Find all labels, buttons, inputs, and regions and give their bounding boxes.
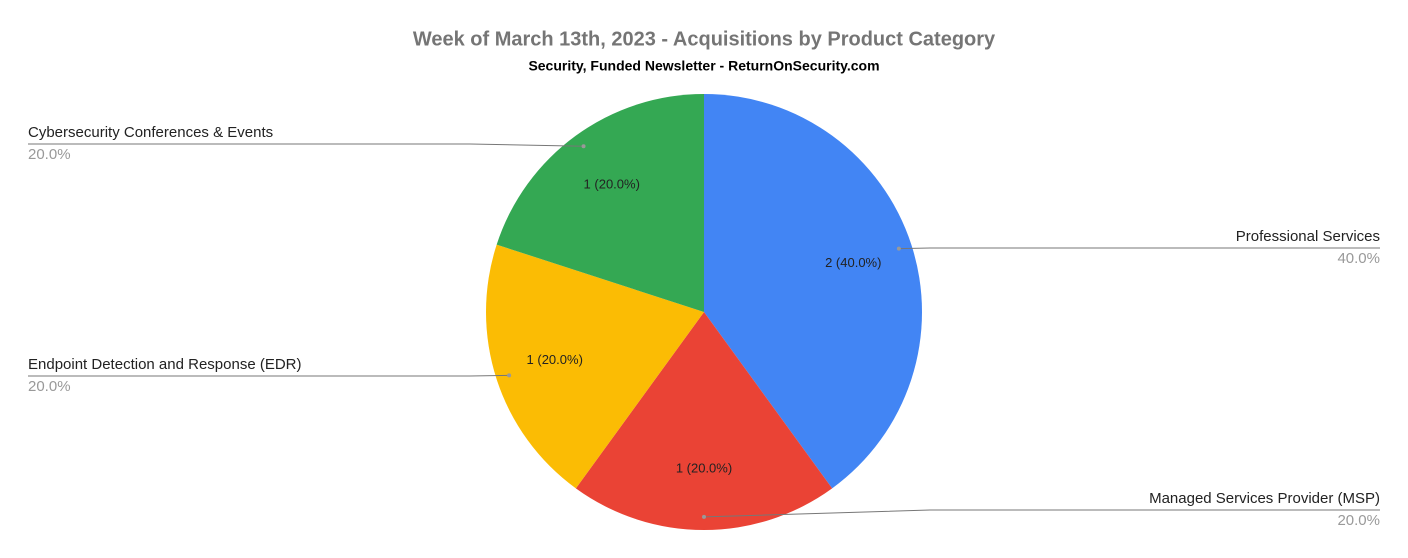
legend-label: Professional Services [1236, 228, 1380, 245]
chart-title: Week of March 13th, 2023 - Acquisitions … [413, 28, 996, 50]
percent-label: 40.0% [1337, 250, 1380, 267]
pie-slice [485, 244, 704, 489]
slice-label: 1 (20.0%) [584, 176, 640, 191]
pie-slice [575, 312, 833, 531]
leader-line [28, 143, 584, 147]
slice-label: 1 (20.0%) [527, 352, 583, 367]
percent-label: 20.0% [28, 378, 71, 395]
pie-slice [704, 94, 922, 489]
legend-label: Managed Services Provider (MSP) [1149, 490, 1380, 507]
leader-line [898, 247, 1380, 250]
leader-dot [581, 144, 586, 149]
percent-label: 20.0% [1337, 512, 1380, 529]
leader-dot [702, 514, 706, 519]
slice-label: 1 (20.0%) [676, 460, 732, 475]
legend-label: Cybersecurity Conferences & Events [28, 124, 273, 141]
legend-label: Endpoint Detection and Response (EDR) [28, 356, 302, 373]
leader-dot [896, 246, 901, 251]
leader-line [28, 374, 510, 377]
chart-subtitle: Security, Funded Newsletter - ReturnOnSe… [528, 58, 879, 74]
leader-line [703, 509, 1380, 518]
slice-label: 2 (40.0%) [825, 255, 881, 270]
leader-dot [507, 373, 512, 378]
pie-slice [496, 94, 704, 312]
percent-label: 20.0% [28, 146, 71, 163]
